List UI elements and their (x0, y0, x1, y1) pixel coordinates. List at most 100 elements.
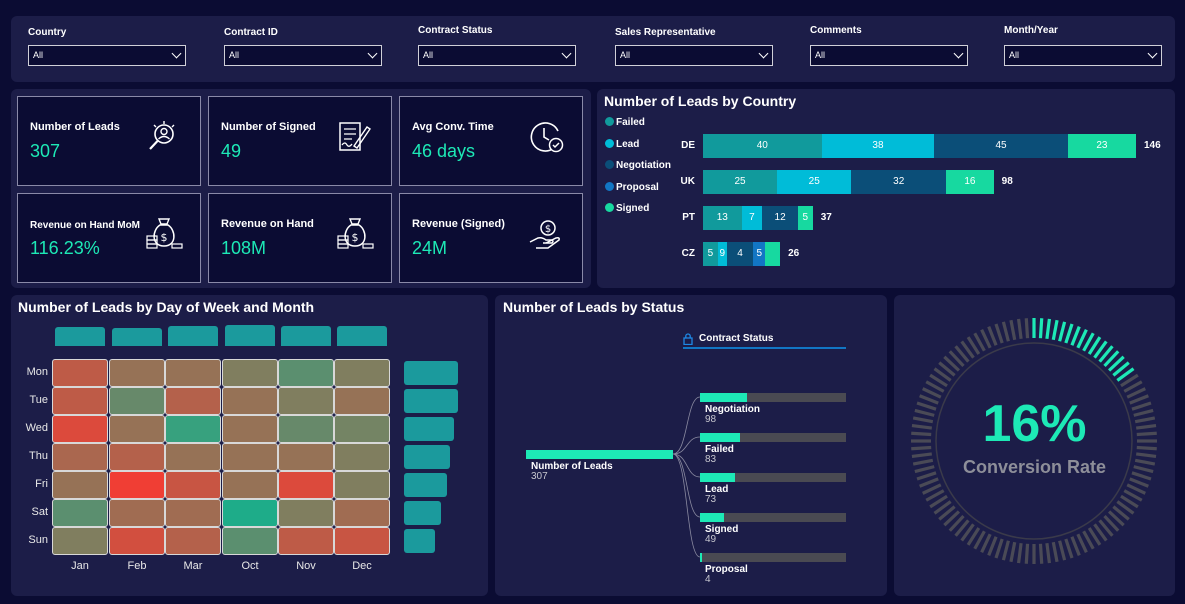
heatmap-cell[interactable] (52, 387, 108, 415)
heatmap-cell[interactable] (334, 387, 390, 415)
country-bar-segment[interactable] (1067, 134, 1136, 158)
heatmap-cell[interactable] (165, 527, 221, 555)
gauge-tick (1133, 465, 1154, 474)
heatmap-row-total-bar[interactable] (404, 389, 458, 413)
country-bar-segment[interactable] (703, 206, 742, 230)
country-bar-segment[interactable] (946, 170, 994, 194)
heatmap-cell[interactable] (222, 443, 278, 471)
country-bar-segment[interactable] (753, 242, 766, 266)
heatmap-cell[interactable] (222, 471, 278, 499)
heatmap-row-total-bar[interactable] (404, 501, 441, 525)
gauge-tick (1070, 536, 1081, 556)
country-bar-segment[interactable] (762, 206, 798, 230)
heatmap-cell[interactable] (165, 387, 221, 415)
heatmap-cell[interactable] (334, 471, 390, 499)
heatmap-cell[interactable] (52, 471, 108, 499)
heatmap-row-total-bar[interactable] (404, 529, 436, 553)
country-bar-segment[interactable] (797, 206, 813, 230)
heatmap-cell[interactable] (278, 443, 334, 471)
legend-item[interactable]: Proposal (605, 181, 659, 193)
status-label: Failed (705, 444, 734, 455)
filter-dropdown[interactable]: All (224, 45, 382, 66)
country-bar-segment[interactable] (741, 206, 763, 230)
heatmap-cell[interactable] (165, 443, 221, 471)
country-bar-segment[interactable] (726, 242, 754, 266)
heatmap-col-total-bar[interactable] (225, 325, 275, 346)
legend-item[interactable]: Negotiation (605, 160, 671, 171)
country-bar-segment[interactable] (777, 170, 852, 194)
country-bar-segment[interactable] (703, 242, 718, 266)
heatmap-cell[interactable] (222, 527, 278, 555)
heatmap-cell[interactable] (52, 443, 108, 471)
filter-dropdown[interactable]: All (810, 45, 968, 66)
heatmap-cell[interactable] (109, 471, 165, 499)
heatmap-cell[interactable] (334, 527, 390, 555)
status-bar[interactable] (700, 473, 735, 482)
legend-item[interactable]: Lead (605, 138, 639, 150)
filter-dropdown[interactable]: All (28, 45, 186, 66)
country-bar-segment[interactable] (703, 170, 778, 194)
status-bar-track (700, 473, 846, 482)
heatmap-cell[interactable] (222, 359, 278, 387)
heatmap-cell[interactable] (278, 415, 334, 443)
country-bar-segment[interactable] (821, 134, 935, 158)
kpi-title: Avg Conv. Time (412, 121, 494, 133)
gauge-tick (1136, 431, 1157, 437)
country-bar-segment[interactable] (717, 242, 727, 266)
heatmap-cell[interactable] (278, 499, 334, 527)
heatmap-cell[interactable] (109, 387, 165, 415)
status-bar[interactable] (700, 393, 747, 402)
legend-label: Signed (616, 203, 650, 214)
country-bar-label: 12 (774, 212, 786, 223)
status-bar[interactable] (700, 553, 702, 562)
status-root-bar[interactable] (526, 450, 673, 459)
heatmap-row-total-bar[interactable] (404, 361, 458, 385)
heatmap-cell[interactable] (278, 387, 334, 415)
heatmap-cell[interactable] (334, 443, 390, 471)
heatmap-cell[interactable] (334, 499, 390, 527)
heatmap-cell[interactable] (109, 499, 165, 527)
filter-dropdown[interactable]: All (1004, 45, 1162, 66)
heatmap-col-total-bar[interactable] (337, 326, 387, 346)
heatmap-col-total-bar[interactable] (281, 326, 331, 346)
heatmap-cell[interactable] (165, 471, 221, 499)
heatmap-row-total-bar[interactable] (404, 417, 454, 441)
filter-dropdown[interactable]: All (418, 45, 576, 66)
heatmap-cell[interactable] (109, 527, 165, 555)
signed-document-icon (339, 122, 371, 151)
filter-dropdown[interactable]: All (615, 45, 773, 66)
heatmap-cell[interactable] (52, 527, 108, 555)
heatmap-row-total-bar[interactable] (404, 445, 450, 469)
heatmap-cell[interactable] (278, 527, 334, 555)
heatmap-cell[interactable] (278, 359, 334, 387)
heatmap-cell[interactable] (109, 359, 165, 387)
status-bar[interactable] (700, 513, 724, 522)
country-bar-segment[interactable] (703, 134, 822, 158)
heatmap-cell[interactable] (334, 415, 390, 443)
heatmap-cell[interactable] (52, 359, 108, 387)
heatmap-cell[interactable] (109, 415, 165, 443)
heatmap-cell[interactable] (165, 415, 221, 443)
heatmap-cell[interactable] (52, 499, 108, 527)
heatmap-cell[interactable] (278, 471, 334, 499)
legend-item[interactable]: Failed (605, 117, 645, 128)
status-bar[interactable] (700, 433, 740, 442)
heatmap-col-total-bar[interactable] (112, 327, 162, 346)
heatmap-col-total-bar[interactable] (168, 326, 218, 346)
heatmap-cell[interactable] (109, 443, 165, 471)
heatmap-cell[interactable] (165, 499, 221, 527)
heatmap-cell[interactable] (334, 359, 390, 387)
country-bar-segment[interactable] (934, 134, 1068, 158)
heatmap-cell[interactable] (52, 415, 108, 443)
heatmap-cell[interactable] (222, 387, 278, 415)
heatmap-cell[interactable] (165, 359, 221, 387)
country-bar-segment[interactable] (765, 242, 781, 266)
heatmap-row-total-bar[interactable] (404, 473, 448, 497)
legend-item[interactable]: Signed (605, 203, 649, 214)
heatmap-col-total-bar[interactable] (55, 326, 105, 346)
country-bar-segment[interactable] (851, 170, 947, 194)
heatmap-cell[interactable] (222, 415, 278, 443)
heatmap-cell[interactable] (222, 499, 278, 527)
gauge-tick (1135, 423, 1157, 430)
contract-status-filter[interactable]: Contract Status (683, 332, 846, 349)
